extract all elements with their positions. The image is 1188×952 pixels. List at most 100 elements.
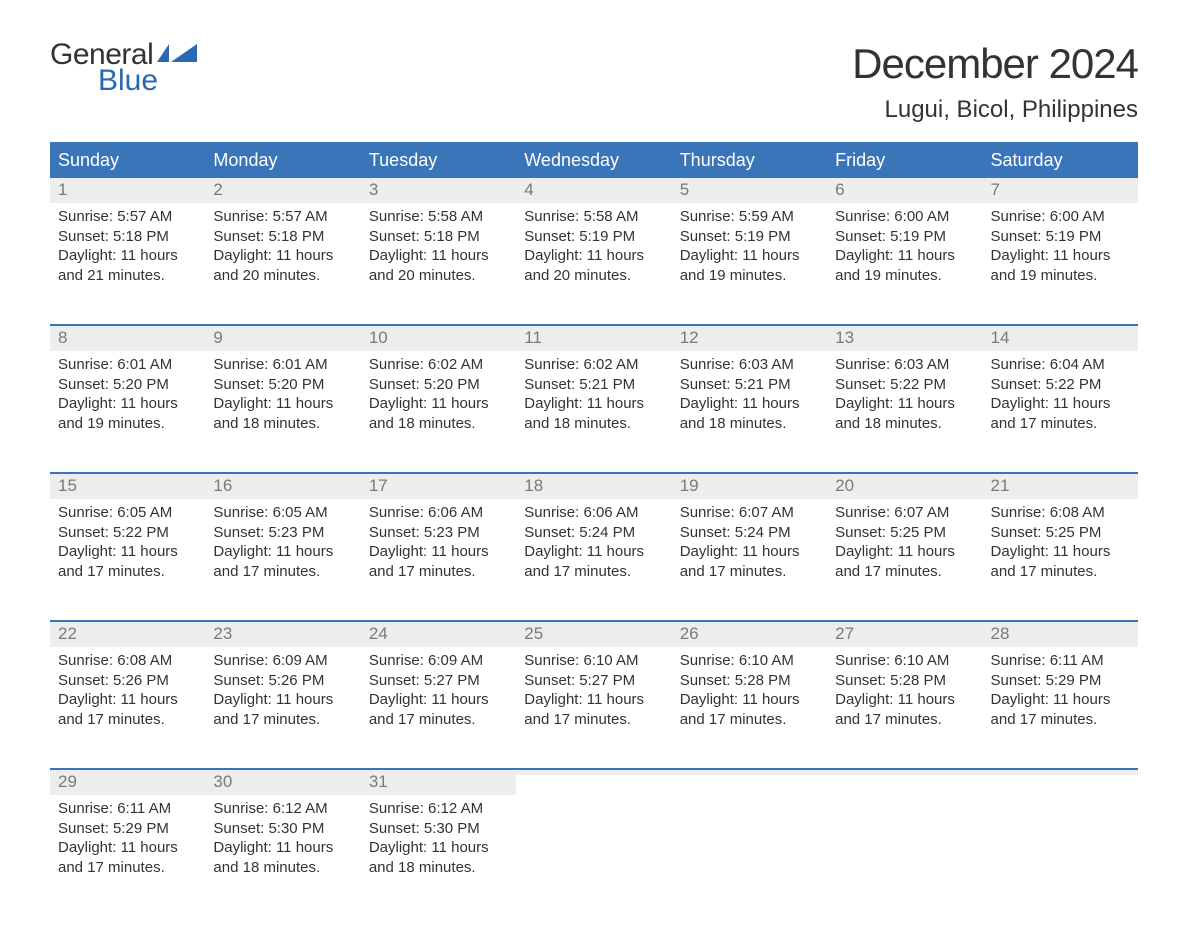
calendar-day: 15 Sunrise: 6:05 AMSunset: 5:22 PMDayligh… bbox=[50, 474, 205, 606]
sunset-text: Sunset: 5:30 PM bbox=[369, 819, 508, 839]
sunset-text: Sunset: 5:18 PM bbox=[213, 227, 352, 247]
daylight-line2: and 20 minutes. bbox=[524, 266, 663, 286]
day-number-bar: 26 bbox=[672, 622, 827, 647]
sunrise-text: Sunrise: 6:03 AM bbox=[680, 355, 819, 375]
daylight-line1: Daylight: 11 hours bbox=[680, 542, 819, 562]
daylight-line2: and 17 minutes. bbox=[58, 562, 197, 582]
daylight-line1: Daylight: 11 hours bbox=[213, 394, 352, 414]
day-body: Sunrise: 6:09 AMSunset: 5:26 PMDaylight:… bbox=[205, 647, 360, 729]
daylight-line2: and 17 minutes. bbox=[991, 710, 1130, 730]
day-number: 15 bbox=[58, 476, 77, 495]
calendar-day: 7Sunrise: 6:00 AMSunset: 5:19 PMDaylight… bbox=[983, 178, 1138, 310]
day-body: Sunrise: 6:02 AMSunset: 5:20 PMDaylight:… bbox=[361, 351, 516, 433]
daylight-line2: and 17 minutes. bbox=[213, 562, 352, 582]
daylight-line2: and 19 minutes. bbox=[991, 266, 1130, 286]
day-number: 5 bbox=[680, 180, 689, 199]
calendar-day: 17Sunrise: 6:06 AMSunset: 5:23 PMDayligh… bbox=[361, 474, 516, 606]
sunset-text: Sunset: 5:26 PM bbox=[213, 671, 352, 691]
weekday-header: Friday bbox=[827, 144, 982, 178]
day-body: Sunrise: 6:11 AMSunset: 5:29 PMDaylight:… bbox=[983, 647, 1138, 729]
sunset-text: Sunset: 5:27 PM bbox=[369, 671, 508, 691]
daylight-line1: Daylight: 11 hours bbox=[991, 542, 1130, 562]
day-body: Sunrise: 5:57 AMSunset: 5:18 PMDaylight:… bbox=[50, 203, 205, 285]
calendar-day: 4Sunrise: 5:58 AMSunset: 5:19 PMDaylight… bbox=[516, 178, 671, 310]
calendar-day: 3Sunrise: 5:58 AMSunset: 5:18 PMDaylight… bbox=[361, 178, 516, 310]
calendar-day: 22Sunrise: 6:08 AMSunset: 5:26 PMDayligh… bbox=[50, 622, 205, 754]
day-number: 28 bbox=[991, 624, 1010, 643]
logo: General Blue bbox=[50, 40, 199, 96]
day-number-bar: 21 bbox=[983, 474, 1138, 499]
sunrise-text: Sunrise: 6:08 AM bbox=[991, 503, 1130, 523]
sunrise-text: Sunrise: 6:11 AM bbox=[991, 651, 1130, 671]
sunset-text: Sunset: 5:21 PM bbox=[680, 375, 819, 395]
calendar-day: 6Sunrise: 6:00 AMSunset: 5:19 PMDaylight… bbox=[827, 178, 982, 310]
calendar-day: 11Sunrise: 6:02 AMSunset: 5:21 PMDayligh… bbox=[516, 326, 671, 458]
sunrise-text: Sunrise: 6:09 AM bbox=[369, 651, 508, 671]
sunrise-text: Sunrise: 6:01 AM bbox=[58, 355, 197, 375]
sunset-text: Sunset: 5:20 PM bbox=[213, 375, 352, 395]
day-body: Sunrise: 6:00 AMSunset: 5:19 PMDaylight:… bbox=[983, 203, 1138, 285]
sunset-text: Sunset: 5:22 PM bbox=[835, 375, 974, 395]
sunset-text: Sunset: 5:28 PM bbox=[835, 671, 974, 691]
daylight-line1: Daylight: 11 hours bbox=[524, 394, 663, 414]
day-number-bar: 3 bbox=[361, 178, 516, 203]
sunrise-text: Sunrise: 6:05 AM bbox=[213, 503, 352, 523]
daylight-line1: Daylight: 11 hours bbox=[835, 246, 974, 266]
daylight-line2: and 17 minutes. bbox=[680, 562, 819, 582]
daylight-line1: Daylight: 11 hours bbox=[369, 838, 508, 858]
day-body: Sunrise: 6:11 AMSunset: 5:29 PMDaylight:… bbox=[50, 795, 205, 877]
day-body: Sunrise: 6:10 AMSunset: 5:27 PMDaylight:… bbox=[516, 647, 671, 729]
day-number-bar: 17 bbox=[361, 474, 516, 499]
day-number-bar: 29 bbox=[50, 770, 205, 795]
day-number-bar: 25 bbox=[516, 622, 671, 647]
daylight-line1: Daylight: 11 hours bbox=[680, 246, 819, 266]
day-number: 12 bbox=[680, 328, 699, 347]
day-body: Sunrise: 5:58 AMSunset: 5:18 PMDaylight:… bbox=[361, 203, 516, 285]
calendar-day bbox=[516, 770, 671, 902]
day-number: 24 bbox=[369, 624, 388, 643]
day-number: 23 bbox=[213, 624, 232, 643]
daylight-line2: and 17 minutes. bbox=[835, 710, 974, 730]
day-number-bar: 28 bbox=[983, 622, 1138, 647]
daylight-line1: Daylight: 11 hours bbox=[835, 394, 974, 414]
logo-text-blue: Blue bbox=[98, 66, 199, 96]
day-number: 30 bbox=[213, 772, 232, 791]
sunrise-text: Sunrise: 5:58 AM bbox=[369, 207, 508, 227]
day-number-bar: 2 bbox=[205, 178, 360, 203]
day-number-bar: 15 bbox=[50, 474, 205, 499]
daylight-line2: and 17 minutes. bbox=[991, 562, 1130, 582]
daylight-line2: and 17 minutes. bbox=[369, 562, 508, 582]
calendar-day: 13Sunrise: 6:03 AMSunset: 5:22 PMDayligh… bbox=[827, 326, 982, 458]
sunrise-text: Sunrise: 5:58 AM bbox=[524, 207, 663, 227]
day-number-bar bbox=[672, 770, 827, 775]
day-body: Sunrise: 6:05 AMSunset: 5:22 PMDaylight:… bbox=[50, 499, 205, 581]
calendar-week: 8Sunrise: 6:01 AMSunset: 5:20 PMDaylight… bbox=[50, 324, 1138, 458]
day-number-bar: 14 bbox=[983, 326, 1138, 351]
day-body: Sunrise: 6:04 AMSunset: 5:22 PMDaylight:… bbox=[983, 351, 1138, 433]
daylight-line2: and 18 minutes. bbox=[213, 858, 352, 878]
day-number: 25 bbox=[524, 624, 543, 643]
daylight-line1: Daylight: 11 hours bbox=[680, 394, 819, 414]
sunrise-text: Sunrise: 6:02 AM bbox=[369, 355, 508, 375]
weekday-header: Monday bbox=[205, 144, 360, 178]
day-body: Sunrise: 6:08 AMSunset: 5:25 PMDaylight:… bbox=[983, 499, 1138, 581]
daylight-line2: and 20 minutes. bbox=[213, 266, 352, 286]
day-body: Sunrise: 5:57 AMSunset: 5:18 PMDaylight:… bbox=[205, 203, 360, 285]
calendar-day: 2Sunrise: 5:57 AMSunset: 5:18 PMDaylight… bbox=[205, 178, 360, 310]
sunrise-text: Sunrise: 6:09 AM bbox=[213, 651, 352, 671]
day-number-bar: 27 bbox=[827, 622, 982, 647]
day-body: Sunrise: 6:10 AMSunset: 5:28 PMDaylight:… bbox=[827, 647, 982, 729]
daylight-line2: and 17 minutes. bbox=[369, 710, 508, 730]
sunrise-text: Sunrise: 5:57 AM bbox=[213, 207, 352, 227]
daylight-line1: Daylight: 11 hours bbox=[991, 246, 1130, 266]
sunset-text: Sunset: 5:25 PM bbox=[991, 523, 1130, 543]
daylight-line1: Daylight: 11 hours bbox=[213, 690, 352, 710]
daylight-line1: Daylight: 11 hours bbox=[58, 246, 197, 266]
day-number-bar: 10 bbox=[361, 326, 516, 351]
sunset-text: Sunset: 5:29 PM bbox=[58, 819, 197, 839]
daylight-line1: Daylight: 11 hours bbox=[213, 246, 352, 266]
sunrise-text: Sunrise: 6:00 AM bbox=[835, 207, 974, 227]
day-number: 9 bbox=[213, 328, 222, 347]
calendar-day: 8Sunrise: 6:01 AMSunset: 5:20 PMDaylight… bbox=[50, 326, 205, 458]
location-subtitle: Lugui, Bicol, Philippines bbox=[852, 96, 1138, 124]
